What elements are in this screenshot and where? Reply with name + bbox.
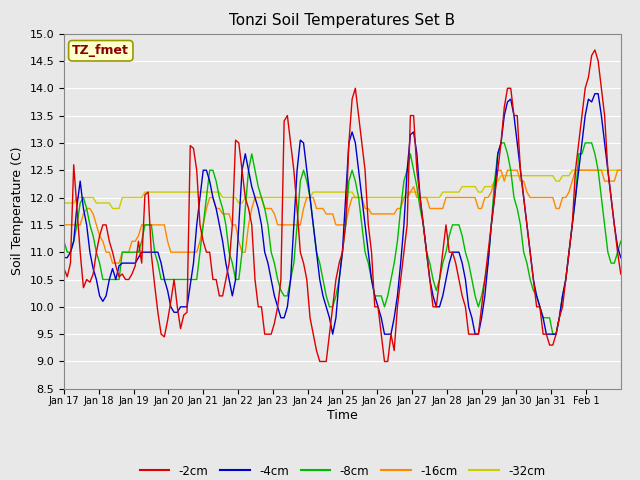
Text: TZ_fmet: TZ_fmet: [72, 44, 129, 57]
X-axis label: Time: Time: [327, 409, 358, 422]
Title: Tonzi Soil Temperatures Set B: Tonzi Soil Temperatures Set B: [229, 13, 456, 28]
Y-axis label: Soil Temperature (C): Soil Temperature (C): [11, 147, 24, 276]
Legend: -2cm, -4cm, -8cm, -16cm, -32cm: -2cm, -4cm, -8cm, -16cm, -32cm: [135, 460, 550, 480]
